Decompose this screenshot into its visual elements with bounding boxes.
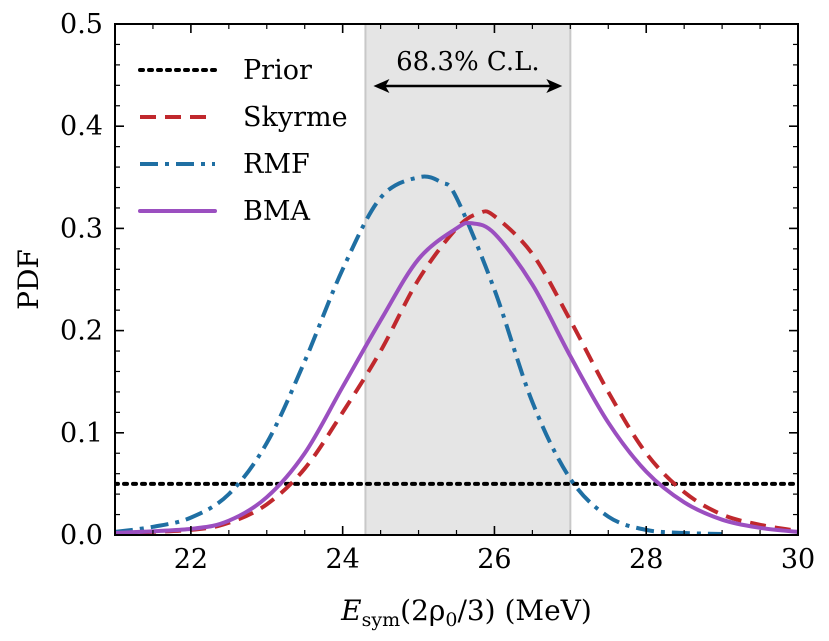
- y-tick-label: 0.0: [60, 520, 103, 551]
- y-tick-label: 0.3: [60, 213, 103, 244]
- legend-label-prior: Prior: [243, 55, 312, 86]
- cl-band: [365, 24, 571, 535]
- x-tick-label: 22: [174, 544, 208, 575]
- x-tick-label: 30: [781, 544, 815, 575]
- x-axis-title: Esym(2ρ0/3) (MeV): [340, 594, 592, 631]
- legend-label-skyrme: Skyrme: [243, 102, 348, 133]
- cl-arrow-right-head: [546, 79, 563, 93]
- y-axis-title: PDF: [12, 249, 45, 310]
- legend-label-rmf: RMF: [243, 149, 310, 180]
- series-line-bma: [115, 220, 798, 535]
- legend: Prior Skyrme RMF BMA: [138, 55, 348, 227]
- series-line-rmf: [115, 174, 723, 535]
- x-tick-label: 24: [325, 544, 359, 575]
- series-line-skyrme: [115, 209, 798, 535]
- cl-label: 68.3% C.L.: [396, 47, 540, 77]
- series-layer: [115, 174, 798, 535]
- cl-arrow-left-head: [373, 79, 390, 93]
- y-tick-label: 0.4: [60, 111, 103, 142]
- x-tick-label: 28: [629, 544, 663, 575]
- confidence-band-layer: 68.3% C.L.: [364, 24, 572, 535]
- legend-label-bma: BMA: [243, 196, 310, 227]
- axes-layer: 22 24 26 28 30 0.0 0.1 0.2 0.3 0.4 0.5 Esym(2ρ0/3) …: [12, 9, 815, 631]
- y-tick-label: 0.2: [60, 316, 103, 347]
- y-tick-label: 0.1: [60, 418, 103, 449]
- y-tick-label: 0.5: [60, 9, 103, 40]
- x-tick-label: 26: [477, 544, 511, 575]
